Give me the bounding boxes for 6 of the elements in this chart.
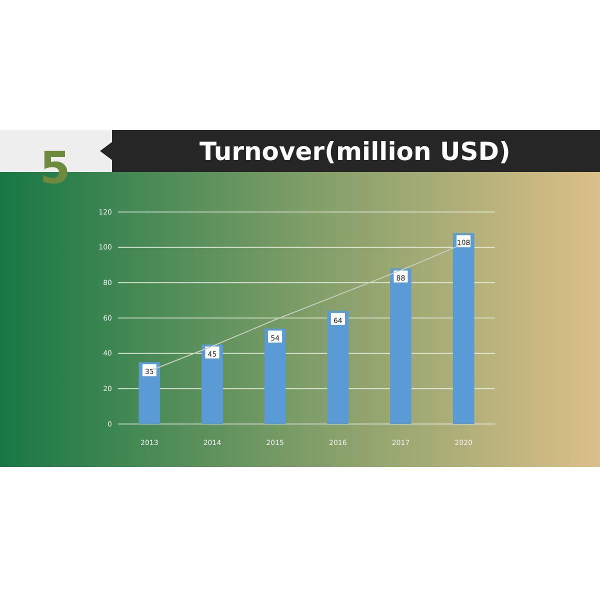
- bar: [452, 233, 474, 424]
- bar: [202, 344, 223, 424]
- bar: [327, 310, 349, 424]
- chart-title: Turnover(million USD): [200, 137, 510, 166]
- bar: [390, 268, 412, 424]
- bar: [264, 328, 286, 424]
